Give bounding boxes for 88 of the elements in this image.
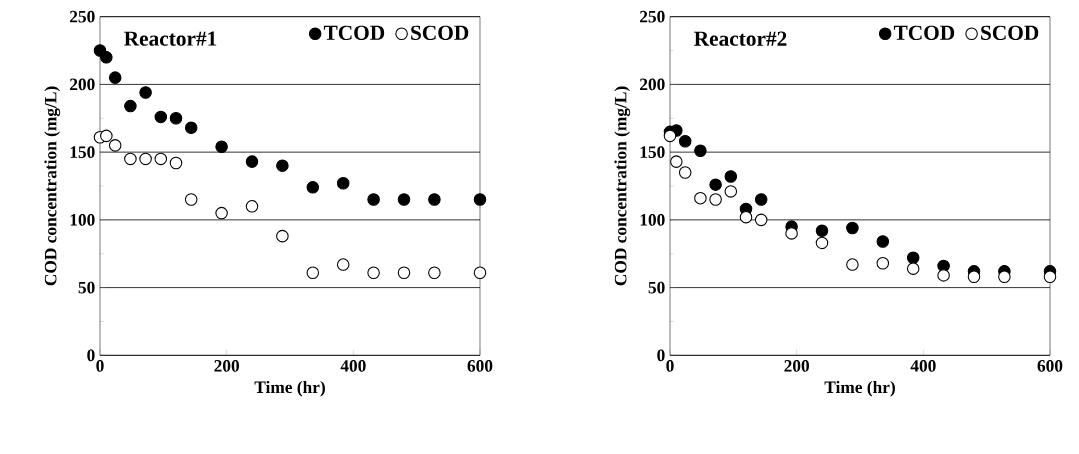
- point: [906, 251, 920, 265]
- point: [184, 121, 198, 135]
- y-tick-label: 100: [70, 214, 95, 226]
- point: [876, 235, 890, 248]
- x-tick-label: 200: [784, 360, 810, 372]
- point: [184, 193, 198, 206]
- point: [306, 181, 320, 194]
- y-tick-label: 150: [70, 146, 95, 158]
- point: [154, 152, 168, 166]
- point: [245, 200, 259, 213]
- point: [367, 266, 380, 279]
- x-tick-label: 0: [96, 360, 104, 372]
- legend-label: TCOD: [893, 25, 955, 40]
- point: [754, 213, 768, 227]
- point: [678, 166, 692, 179]
- point: [694, 144, 707, 158]
- text: Reactor#2: [694, 31, 787, 46]
- legend-label: TCOD: [323, 25, 385, 40]
- y-tick-label: 50: [648, 281, 665, 294]
- point: [724, 170, 738, 183]
- x-axis-title: Time (hr): [254, 380, 325, 397]
- point: [663, 129, 677, 143]
- x-tick-label: 0: [666, 360, 674, 372]
- point: [397, 193, 411, 206]
- point: [215, 140, 228, 153]
- point: [124, 99, 137, 113]
- point: [754, 193, 768, 206]
- point: [846, 221, 859, 235]
- point: [169, 111, 183, 125]
- y-tick-label: 250: [640, 10, 665, 23]
- point: [846, 258, 859, 271]
- point: [709, 178, 722, 191]
- y-tick-label: 200: [640, 78, 665, 91]
- point: [709, 193, 722, 206]
- point: [245, 155, 259, 168]
- point: [169, 156, 183, 170]
- point: [428, 193, 441, 206]
- y-axis-title: COD concentration (mg/L): [614, 86, 631, 286]
- y-tick-label: 50: [78, 281, 95, 294]
- point: [139, 152, 152, 166]
- point: [276, 159, 289, 172]
- point: [670, 155, 683, 168]
- point: [724, 185, 738, 198]
- point: [100, 51, 113, 64]
- point: [815, 224, 829, 237]
- point: [336, 177, 350, 190]
- y-tick-label: 100: [640, 214, 665, 226]
- point: [215, 206, 228, 220]
- point: [785, 227, 798, 240]
- point: [139, 86, 152, 99]
- point: [367, 193, 380, 206]
- point: [336, 258, 350, 271]
- legend-label: SCOD: [981, 25, 1039, 40]
- legend-label: SCOD: [411, 25, 469, 40]
- x-tick-label: 400: [340, 360, 366, 372]
- point: [694, 191, 707, 205]
- point: [154, 110, 168, 124]
- point: [306, 266, 320, 279]
- point: [815, 236, 829, 250]
- y-tick-label: 0: [657, 349, 665, 362]
- y-tick-label: 200: [70, 78, 95, 91]
- point: [967, 270, 981, 284]
- point: [397, 266, 411, 279]
- point: [473, 193, 487, 206]
- point: [906, 262, 920, 275]
- point: [108, 71, 122, 84]
- x-tick-label: 400: [910, 360, 936, 372]
- point: [1043, 270, 1057, 284]
- x-tick-label: 600: [1037, 360, 1063, 372]
- point: [937, 269, 950, 282]
- point: [876, 256, 890, 270]
- point: [100, 129, 113, 143]
- point: [124, 152, 137, 166]
- x-tick-label: 600: [467, 360, 493, 372]
- text: Reactor#1: [124, 31, 217, 46]
- point: [108, 139, 122, 152]
- point: [473, 266, 487, 279]
- point: [276, 229, 289, 243]
- y-axis-title: COD concentration (mg/L): [44, 86, 61, 286]
- y-tick-label: 150: [640, 146, 665, 158]
- x-tick-label: 200: [214, 360, 240, 372]
- point: [739, 210, 753, 224]
- point: [998, 270, 1011, 284]
- y-tick-label: 0: [87, 349, 95, 362]
- x-axis-title: Time (hr): [824, 380, 895, 397]
- point: [678, 135, 692, 148]
- point: [428, 266, 441, 279]
- y-tick-label: 250: [70, 10, 95, 23]
